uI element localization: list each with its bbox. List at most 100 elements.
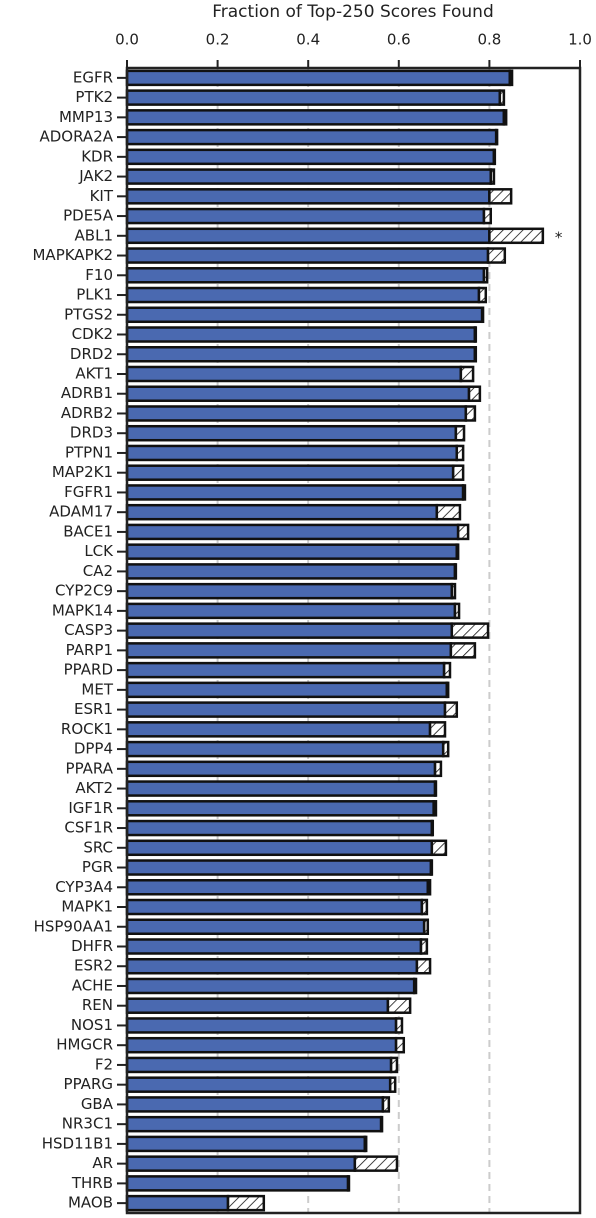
bar-segment — [125, 464, 455, 481]
bar-segment-hatched — [363, 1135, 368, 1153]
y-tick-label: PTGS2 — [64, 305, 113, 323]
x-axis-label: Fraction of Top-250 Scores Found — [212, 2, 494, 22]
y-tick-label: PDE5A — [63, 207, 114, 225]
bar-segment-hatched — [429, 859, 434, 876]
y-tick-label: KDR — [81, 147, 113, 165]
bar-segment — [125, 1017, 398, 1034]
y-tick-label: PLK1 — [76, 286, 113, 304]
y-tick-label: PGR — [82, 858, 113, 876]
bar-segment — [125, 681, 449, 699]
y-tick-label: PARP1 — [66, 641, 113, 659]
bar-segment — [125, 701, 447, 718]
bar-segment — [125, 89, 502, 106]
bar-segment-hatched — [482, 267, 489, 284]
bar-segment-hatched — [453, 563, 458, 580]
bar-segment — [125, 444, 459, 462]
bar-segment-hatched — [422, 918, 430, 935]
y-tick-label: AR — [92, 1154, 113, 1172]
bar-segment-hatched — [459, 365, 475, 383]
bar-segment — [125, 168, 493, 185]
bar-segment — [125, 207, 486, 225]
bar-segment-hatched — [473, 326, 478, 343]
bar-segment-hatched — [473, 346, 478, 363]
x-tick-label: 0.6 — [387, 31, 411, 49]
bar-segment — [125, 503, 439, 521]
bar-segment — [125, 642, 453, 659]
y-tick-label: ROCK1 — [61, 720, 113, 738]
y-tick-label: DRD3 — [70, 424, 113, 442]
y-tick-label: ABL1 — [75, 226, 113, 244]
bar-segment — [125, 859, 433, 876]
bar-segment — [125, 622, 454, 639]
bar-segment — [125, 346, 477, 363]
y-tick-label: DHFR — [71, 937, 113, 955]
y-tick-label: DRD2 — [70, 345, 113, 363]
bar-segment — [125, 128, 498, 146]
y-tick-label: ESR2 — [74, 957, 113, 975]
bar-segment-hatched — [415, 957, 432, 975]
y-tick-label: THRB — [71, 1174, 113, 1192]
bar-segment — [125, 543, 459, 560]
bar-segment — [125, 957, 419, 975]
bar-segment-hatched — [492, 148, 497, 166]
y-tick-label: CASP3 — [64, 621, 113, 639]
y-tick-label: IGF1R — [68, 799, 113, 817]
x-tick-label: 0.4 — [296, 31, 320, 49]
y-tick-label: CSF1R — [64, 819, 113, 837]
bar-segment-hatched — [420, 898, 429, 916]
bar-segment — [125, 918, 426, 935]
y-tick-label: ESR1 — [74, 700, 113, 718]
bar-segment — [125, 582, 454, 600]
bar-segment — [125, 286, 481, 304]
y-tick-label: F10 — [85, 266, 113, 284]
bar-segment-hatched — [464, 405, 477, 422]
bar-segment — [125, 997, 390, 1014]
y-tick-label: NR3C1 — [62, 1115, 113, 1133]
y-tick-label: DPP4 — [74, 740, 113, 758]
bar-segment-hatched — [453, 602, 461, 620]
bar-segment — [125, 1096, 385, 1113]
bar-segment-hatched — [467, 385, 482, 402]
y-tick-label: SRC — [83, 838, 113, 856]
bar-segment — [125, 365, 463, 383]
bar-segment — [125, 839, 434, 857]
bar-segment — [125, 1194, 230, 1212]
bar-segment-hatched — [486, 247, 507, 264]
y-tick-label: ADRB2 — [61, 404, 113, 422]
y-tick-label: HSP90AA1 — [34, 917, 113, 935]
bar-segment — [125, 1056, 393, 1074]
annotation: * — [555, 228, 563, 246]
bar-segment — [125, 898, 424, 916]
y-tick-label: LCK — [84, 542, 114, 560]
bar-segment-hatched — [445, 681, 450, 699]
y-tick-label: REN — [82, 996, 113, 1014]
bar-segment-hatched — [430, 839, 448, 857]
bar-segment-hatched — [426, 879, 432, 896]
bar-segment-hatched — [502, 109, 508, 126]
y-tick-label: CYP2C9 — [55, 582, 113, 600]
y-tick-label: NOS1 — [71, 1016, 113, 1034]
bar-segment — [125, 879, 430, 896]
bar-segment-hatched — [394, 1036, 406, 1054]
bar-segment-hatched — [381, 1096, 391, 1113]
bar-segment-hatched — [508, 69, 514, 87]
bar-segment-hatched — [346, 1175, 351, 1192]
y-tick-label: JAK2 — [78, 167, 113, 185]
y-tick-label: ADAM17 — [49, 503, 113, 521]
bar-segment-hatched — [432, 800, 438, 817]
bar-segment-hatched — [480, 306, 485, 324]
bar-segment — [125, 69, 512, 87]
y-tick-label: AKT2 — [75, 779, 113, 797]
bar-segment-hatched — [482, 207, 493, 225]
y-tick-label: MAPK14 — [52, 601, 113, 619]
bar-segment — [125, 109, 506, 126]
bar-segment — [125, 267, 486, 284]
bar-segment-hatched — [442, 661, 452, 679]
bar-segment — [125, 819, 434, 837]
y-tick-label: CDK2 — [72, 325, 113, 343]
bar-segment-hatched — [441, 740, 450, 758]
y-tick-label: HMGCR — [56, 1036, 113, 1054]
y-tick-label: HSD11B1 — [42, 1134, 113, 1152]
x-tick-label: 1.0 — [568, 31, 592, 49]
